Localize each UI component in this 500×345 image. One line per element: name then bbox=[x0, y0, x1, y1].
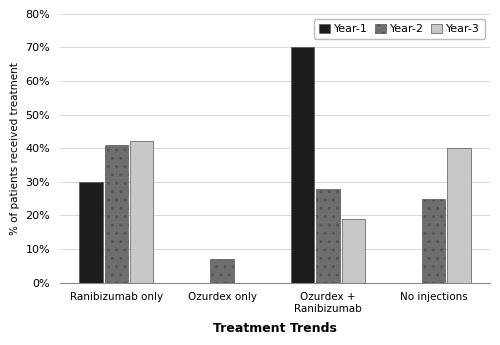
Bar bbox=[291, 47, 314, 283]
Bar bbox=[448, 148, 470, 283]
X-axis label: Treatment Trends: Treatment Trends bbox=[213, 322, 337, 335]
Bar bbox=[210, 259, 234, 283]
Bar bbox=[316, 188, 340, 283]
Bar bbox=[104, 145, 128, 283]
Y-axis label: % of patients received treatment: % of patients received treatment bbox=[10, 62, 20, 235]
Bar bbox=[342, 219, 365, 283]
Bar bbox=[80, 182, 102, 283]
Bar bbox=[130, 141, 154, 283]
Legend: Year-1, Year-2, Year-3: Year-1, Year-2, Year-3 bbox=[314, 19, 484, 39]
Bar bbox=[422, 199, 446, 283]
